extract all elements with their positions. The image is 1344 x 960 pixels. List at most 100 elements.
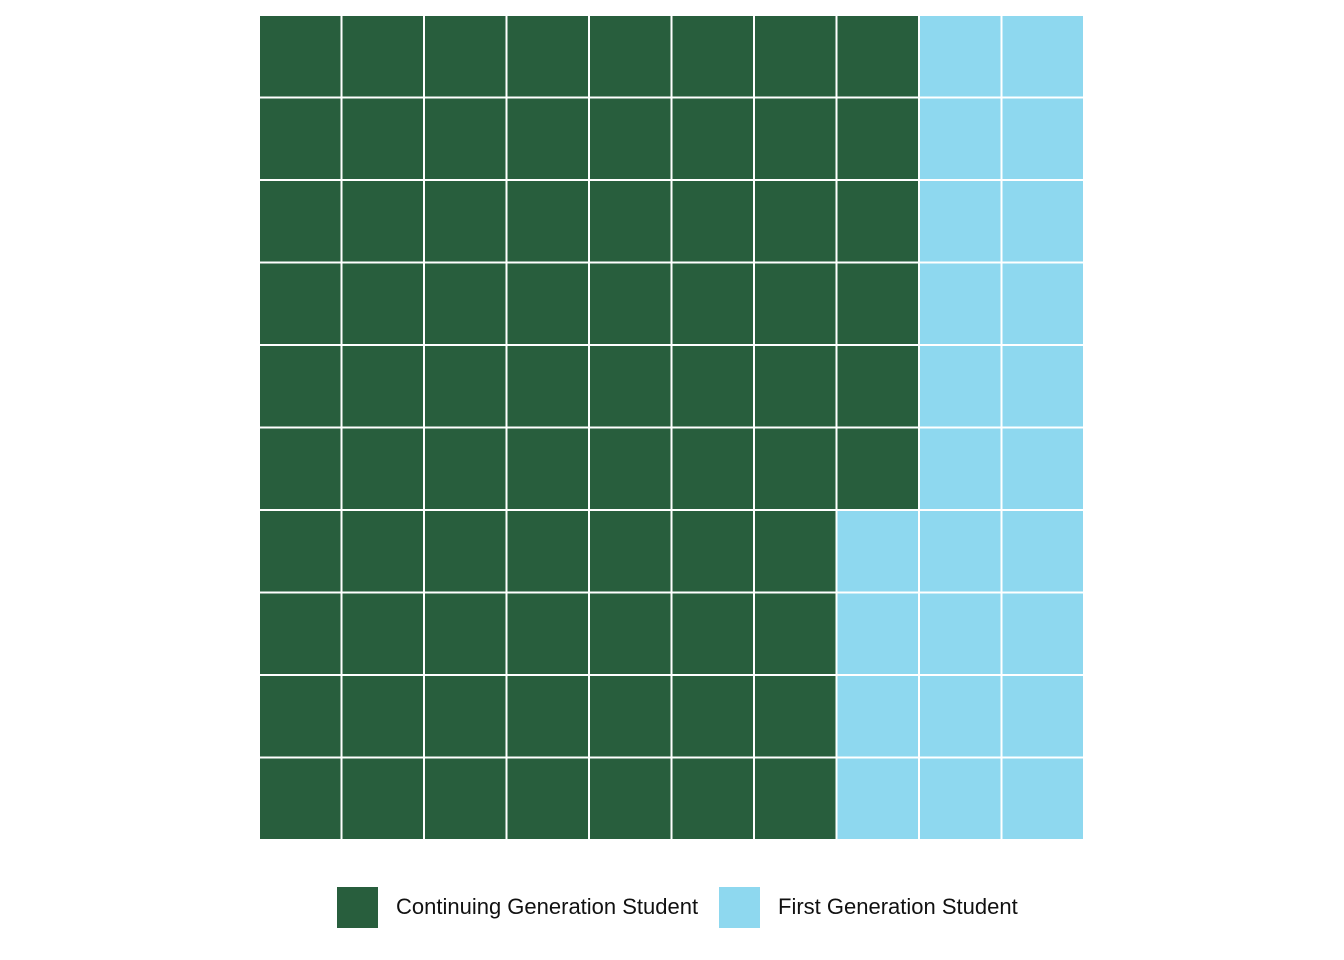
waffle-cell-continuing <box>342 98 423 179</box>
legend-label-continuing: Continuing Generation Student <box>396 894 699 919</box>
waffle-cell-continuing <box>425 511 506 592</box>
waffle-cell-continuing <box>672 181 753 262</box>
waffle-cell-continuing <box>590 16 671 97</box>
waffle-cell-continuing <box>755 181 836 262</box>
waffle-cell-first-generation <box>1002 98 1083 179</box>
waffle-cell-continuing <box>755 511 836 592</box>
waffle-cell-continuing <box>260 263 341 344</box>
waffle-cell-continuing <box>425 676 506 757</box>
waffle-cell-first-generation <box>920 346 1001 427</box>
waffle-cell-continuing <box>755 593 836 674</box>
waffle-cell-continuing <box>755 758 836 839</box>
waffle-cell-continuing <box>837 98 918 179</box>
waffle-cell-continuing <box>672 593 753 674</box>
waffle-cell-continuing <box>672 263 753 344</box>
waffle-cell-continuing <box>425 428 506 509</box>
waffle-cell-continuing <box>837 428 918 509</box>
waffle-cell-continuing <box>837 181 918 262</box>
waffle-cell-continuing <box>342 511 423 592</box>
waffle-cell-first-generation <box>1002 676 1083 757</box>
waffle-cell-first-generation <box>920 181 1001 262</box>
waffle-cell-continuing <box>672 16 753 97</box>
waffle-cell-first-generation <box>1002 593 1083 674</box>
waffle-cell-continuing <box>425 98 506 179</box>
waffle-cell-continuing <box>260 346 341 427</box>
legend-item-first-generation: First Generation Student <box>719 886 1018 928</box>
waffle-cell-continuing <box>837 263 918 344</box>
waffle-cell-continuing <box>672 676 753 757</box>
waffle-cell-continuing <box>590 181 671 262</box>
waffle-cell-first-generation <box>920 263 1001 344</box>
waffle-cell-first-generation <box>837 511 918 592</box>
waffle-cell-continuing <box>260 676 341 757</box>
waffle-cell-continuing <box>260 181 341 262</box>
waffle-cell-continuing <box>507 593 588 674</box>
waffle-cell-continuing <box>672 511 753 592</box>
waffle-cell-continuing <box>672 98 753 179</box>
waffle-cell-continuing <box>260 593 341 674</box>
waffle-cell-continuing <box>507 676 588 757</box>
legend-label-first-generation: First Generation Student <box>778 894 1018 919</box>
waffle-cell-continuing <box>590 676 671 757</box>
waffle-cell-continuing <box>755 676 836 757</box>
waffle-cell-continuing <box>590 263 671 344</box>
waffle-cell-first-generation <box>920 428 1001 509</box>
waffle-cell-continuing <box>507 346 588 427</box>
waffle-cell-continuing <box>590 758 671 839</box>
waffle-cell-continuing <box>507 16 588 97</box>
waffle-cell-continuing <box>260 758 341 839</box>
waffle-cell-continuing <box>590 511 671 592</box>
waffle-cell-continuing <box>507 511 588 592</box>
waffle-cell-continuing <box>342 346 423 427</box>
waffle-cell-continuing <box>755 346 836 427</box>
waffle-cell-continuing <box>342 676 423 757</box>
waffle-cell-continuing <box>425 346 506 427</box>
waffle-cell-first-generation <box>837 593 918 674</box>
waffle-cell-continuing <box>425 263 506 344</box>
waffle-cell-continuing <box>672 346 753 427</box>
waffle-cell-continuing <box>755 428 836 509</box>
waffle-cell-continuing <box>590 593 671 674</box>
legend-swatch-continuing <box>337 886 378 928</box>
legend-swatch-first-generation <box>719 886 760 928</box>
waffle-cell-continuing <box>507 98 588 179</box>
waffle-cell-first-generation <box>1002 16 1083 97</box>
waffle-cell-first-generation <box>837 758 918 839</box>
waffle-cell-first-generation <box>920 593 1001 674</box>
waffle-cell-continuing <box>342 593 423 674</box>
waffle-cell-continuing <box>425 758 506 839</box>
waffle-cell-continuing <box>507 181 588 262</box>
waffle-cell-continuing <box>672 428 753 509</box>
waffle-cell-continuing <box>590 98 671 179</box>
waffle-cell-continuing <box>755 98 836 179</box>
waffle-cell-continuing <box>507 758 588 839</box>
waffle-cell-continuing <box>755 16 836 97</box>
waffle-cell-continuing <box>342 428 423 509</box>
waffle-cell-first-generation <box>837 676 918 757</box>
waffle-cell-continuing <box>260 428 341 509</box>
waffle-cell-first-generation <box>1002 263 1083 344</box>
waffle-cell-first-generation <box>920 98 1001 179</box>
waffle-cell-continuing <box>342 758 423 839</box>
waffle-cell-first-generation <box>1002 181 1083 262</box>
waffle-cell-first-generation <box>920 676 1001 757</box>
waffle-cell-continuing <box>837 346 918 427</box>
waffle-cell-continuing <box>672 758 753 839</box>
waffle-cell-first-generation <box>1002 346 1083 427</box>
waffle-cell-continuing <box>342 181 423 262</box>
waffle-cell-continuing <box>425 181 506 262</box>
waffle-cell-first-generation <box>920 511 1001 592</box>
legend-item-continuing: Continuing Generation Student <box>337 886 698 928</box>
waffle-cell-first-generation <box>1002 758 1083 839</box>
waffle-cell-continuing <box>260 16 341 97</box>
waffle-cell-continuing <box>590 346 671 427</box>
waffle-cell-first-generation <box>920 758 1001 839</box>
waffle-cell-continuing <box>590 428 671 509</box>
waffle-cell-continuing <box>260 511 341 592</box>
waffle-cell-continuing <box>425 593 506 674</box>
legend: Continuing Generation Student First Gene… <box>0 886 1344 928</box>
waffle-cell-continuing <box>507 428 588 509</box>
waffle-cell-first-generation <box>920 16 1001 97</box>
waffle-cell-continuing <box>507 263 588 344</box>
